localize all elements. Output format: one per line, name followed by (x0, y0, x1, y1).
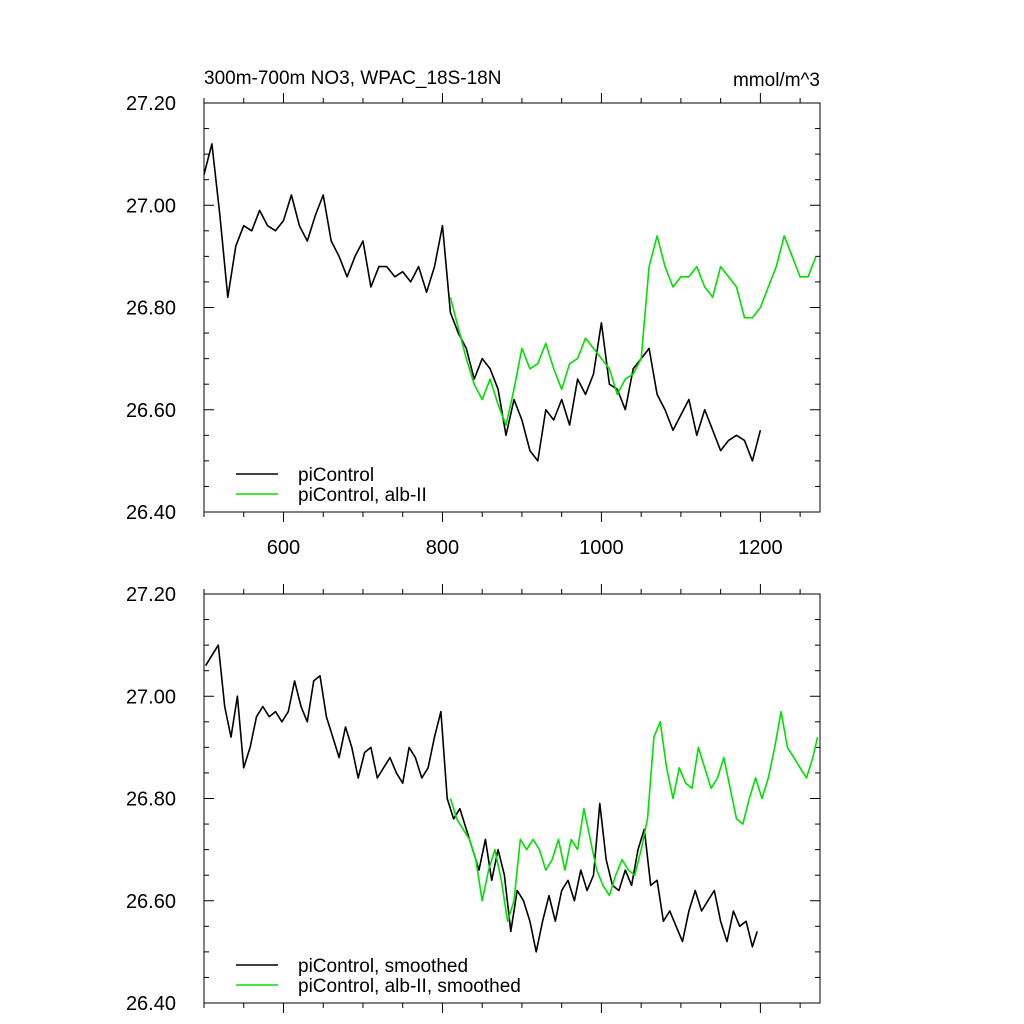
legend-label: piControl, smoothed (298, 956, 468, 977)
y-tick-label: 26.80 (126, 789, 176, 811)
series-line-1 (203, 143, 762, 462)
plot-frame (203, 102, 821, 513)
y-tick-label: 27.00 (126, 195, 176, 217)
x-tick-label: 600 (267, 537, 300, 559)
y-tick-label: 26.40 (126, 993, 176, 1015)
series-line-2 (449, 710, 819, 922)
units-label: mmol/m^3 (733, 70, 820, 91)
chart-title: 300m-700m NO3, WPAC_18S-18N (204, 68, 501, 89)
y-tick-label: 26.40 (126, 502, 176, 524)
y-tick-label: 27.20 (126, 584, 176, 606)
x-tick-label: 1000 (579, 537, 624, 559)
series-line-1 (204, 644, 758, 953)
series-line-2 (449, 235, 817, 426)
y-tick-label: 27.20 (126, 93, 176, 115)
legend-label: piControl, alb-II (298, 485, 427, 506)
y-tick-label: 26.60 (126, 400, 176, 422)
y-tick-label: 26.60 (126, 891, 176, 913)
x-tick-label: 800 (426, 537, 459, 559)
bottom-panel: 26.40 26.60 26.80 27.00 27.20 piControl, smoo… (126, 584, 821, 1015)
top-panel: 300m-700m NO3, WPAC_18S-18N mmol/m^3 26.… (126, 68, 821, 559)
y-tick-label: 26.80 (126, 298, 176, 320)
y-tick-label: 27.00 (126, 686, 176, 708)
legend-label: piControl, alb-II, smoothed (298, 976, 521, 997)
legend-label: piControl (298, 465, 374, 486)
x-tick-label: 1200 (738, 537, 783, 559)
